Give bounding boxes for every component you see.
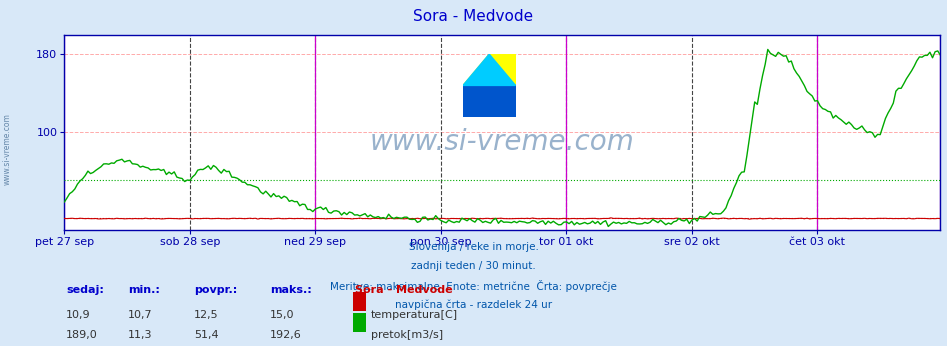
Text: maks.:: maks.:: [270, 285, 312, 295]
Text: Sora - Medvode: Sora - Medvode: [414, 9, 533, 24]
Text: 12,5: 12,5: [194, 310, 219, 320]
Text: temperatura[C]: temperatura[C]: [371, 310, 458, 320]
Text: zadnji teden / 30 minut.: zadnji teden / 30 minut.: [411, 261, 536, 271]
Text: povpr.:: povpr.:: [194, 285, 238, 295]
Text: pretok[m3/s]: pretok[m3/s]: [371, 330, 443, 340]
Text: 189,0: 189,0: [66, 330, 98, 340]
Text: 10,9: 10,9: [66, 310, 91, 320]
Text: Sora - Medvode: Sora - Medvode: [355, 285, 453, 295]
Text: Meritve: maksimalne  Enote: metrične  Črta: povprečje: Meritve: maksimalne Enote: metrične Črta…: [331, 280, 616, 292]
Text: www.si-vreme.com: www.si-vreme.com: [3, 113, 12, 185]
Text: www.si-vreme.com: www.si-vreme.com: [370, 128, 634, 156]
Text: sedaj:: sedaj:: [66, 285, 104, 295]
Text: Slovenija / reke in morje.: Slovenija / reke in morje.: [408, 242, 539, 252]
Text: 192,6: 192,6: [270, 330, 302, 340]
Text: 15,0: 15,0: [270, 310, 295, 320]
Text: 51,4: 51,4: [194, 330, 219, 340]
Text: 11,3: 11,3: [128, 330, 152, 340]
Text: 10,7: 10,7: [128, 310, 152, 320]
Text: min.:: min.:: [128, 285, 160, 295]
Text: navpična črta - razdelek 24 ur: navpična črta - razdelek 24 ur: [395, 299, 552, 310]
